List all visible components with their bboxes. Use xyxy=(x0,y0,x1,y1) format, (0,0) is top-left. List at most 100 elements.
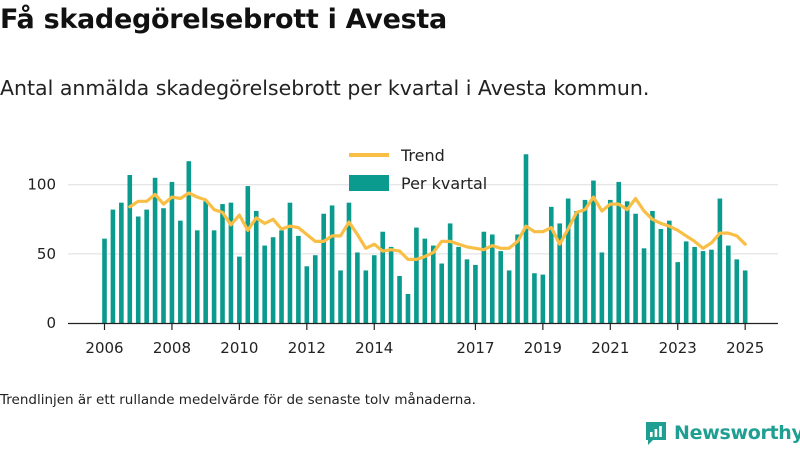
bar-2011-q2 xyxy=(279,230,284,323)
bar-2018-q2 xyxy=(515,234,520,323)
bar-2014-q2 xyxy=(380,231,385,323)
bar-2012-q2 xyxy=(312,255,318,323)
chart-subtitle: Antal anmälda skadegörelsebrott per kvar… xyxy=(0,76,650,100)
bar-2015-q1 xyxy=(405,293,411,323)
bar-2006-q4 xyxy=(127,175,133,323)
bar-series-per-kvartal xyxy=(102,154,748,323)
y-tick-label-0: 0 xyxy=(46,314,56,332)
x-tick-label-2008: 2008 xyxy=(153,339,191,357)
x-tick-label-2025: 2025 xyxy=(726,339,764,357)
y-tick-label-50: 50 xyxy=(37,245,56,263)
chart-title: Få skadegörelsebrott i Avesta xyxy=(0,4,447,35)
bar-2012-q4 xyxy=(329,205,335,323)
bar-2006-q3 xyxy=(119,202,124,323)
bar-2009-q1 xyxy=(203,201,208,323)
bar-2023-q4 xyxy=(700,251,706,323)
bar-2010-q3 xyxy=(253,210,259,323)
bar-2023-q1 xyxy=(675,262,681,323)
bar-2010-q2 xyxy=(245,186,251,323)
legend-bar-swatch xyxy=(349,175,389,191)
bar-2020-q2 xyxy=(582,199,588,323)
bar-2007-q2 xyxy=(144,209,149,323)
bar-2015-q3 xyxy=(422,238,428,323)
bar-2022-q2 xyxy=(650,210,655,323)
bar-2025-q1 xyxy=(742,270,748,323)
bar-2023-q2 xyxy=(683,241,689,323)
brand-name: Newsworthy xyxy=(674,422,800,444)
bar-2014-q3 xyxy=(388,246,394,323)
bar-2024-q1 xyxy=(709,249,714,323)
bar-2016-q3 xyxy=(456,246,461,323)
bar-2017-q3 xyxy=(489,234,495,323)
bar-2019-q3 xyxy=(557,223,563,323)
bar-2017-q2 xyxy=(481,231,487,323)
bar-2008-q1 xyxy=(169,181,175,323)
brand[interactable]: Newsworthy xyxy=(644,418,800,448)
bar-2009-q4 xyxy=(228,202,234,323)
bar-2020-q3 xyxy=(591,180,596,323)
bar-2016-q4 xyxy=(464,259,470,323)
legend-bar-label: Per kvartal xyxy=(401,174,487,193)
bar-2013-q1 xyxy=(338,270,343,323)
bar-2018-q1 xyxy=(506,270,512,323)
bar-2024-q2 xyxy=(717,198,723,323)
bar-2017-q1 xyxy=(473,264,478,323)
bar-2006-q2 xyxy=(110,209,116,323)
bar-2022-q4 xyxy=(667,220,672,323)
x-tick-label-2019: 2019 xyxy=(524,339,562,357)
legend: Trend Per kvartal xyxy=(349,146,487,193)
x-tick-label-2021: 2021 xyxy=(591,339,629,357)
bar-2009-q3 xyxy=(220,204,225,323)
x-tick-label-2017: 2017 xyxy=(456,339,494,357)
bar-2022-q3 xyxy=(658,228,664,323)
x-tick-label-2023: 2023 xyxy=(659,339,697,357)
bar-2021-q4 xyxy=(633,213,638,323)
bar-2007-q1 xyxy=(135,216,141,323)
bar-2011-q3 xyxy=(287,202,293,323)
bar-2008-q2 xyxy=(178,220,183,323)
newsworthy-logo-icon xyxy=(646,422,666,445)
x-tick-label-2006: 2006 xyxy=(85,339,123,357)
bar-2020-q1 xyxy=(574,210,579,323)
bar-2021-q3 xyxy=(624,201,630,323)
trend-line xyxy=(128,191,747,261)
bar-2013-q3 xyxy=(355,252,360,323)
bar-2006-q1 xyxy=(102,238,107,323)
bar-2017-q4 xyxy=(498,251,504,323)
legend-trend-label: Trend xyxy=(400,146,445,165)
line-series-trend xyxy=(128,191,747,261)
bar-2018-q4 xyxy=(532,273,537,323)
bar-2008-q3 xyxy=(186,161,192,323)
bar-2007-q4 xyxy=(161,208,166,323)
bar-2010-q4 xyxy=(262,245,267,323)
bar-2013-q4 xyxy=(363,270,369,323)
bar-2016-q1 xyxy=(439,263,444,323)
footnote: Trendlinjen är ett rullande medelvärde f… xyxy=(0,392,476,408)
bar-2009-q2 xyxy=(211,230,217,323)
bar-2019-q4 xyxy=(565,198,571,323)
bar-2012-q1 xyxy=(304,266,310,323)
bar-2007-q3 xyxy=(152,177,158,323)
bar-2019-q1 xyxy=(540,274,546,323)
y-axis-ticks: 0 50 100 xyxy=(27,176,56,332)
bar-2011-q1 xyxy=(270,237,276,323)
bar-2012-q3 xyxy=(321,213,326,323)
bar-2021-q2 xyxy=(616,181,622,323)
bar-2024-q3 xyxy=(726,245,731,323)
bar-2020-q4 xyxy=(599,252,605,323)
bar-2021-q1 xyxy=(608,199,613,323)
bar-2024-q4 xyxy=(734,259,740,323)
bar-2018-q3 xyxy=(523,154,529,323)
bar-2013-q2 xyxy=(346,202,352,323)
x-tick-label-2012: 2012 xyxy=(288,339,326,357)
bar-2023-q3 xyxy=(692,246,697,323)
bar-2010-q1 xyxy=(237,256,242,323)
x-axis-ticks: 2006 2008 2010 2012 2014 2017 2019 2021 2023 2025 xyxy=(85,324,764,357)
x-tick-label-2010: 2010 xyxy=(220,339,258,357)
bar-2014-q1 xyxy=(371,255,377,323)
bar-2019-q2 xyxy=(548,206,554,323)
y-tick-label-100: 100 xyxy=(27,176,56,194)
bar-2008-q4 xyxy=(194,230,200,323)
bar-2011-q4 xyxy=(296,235,301,323)
